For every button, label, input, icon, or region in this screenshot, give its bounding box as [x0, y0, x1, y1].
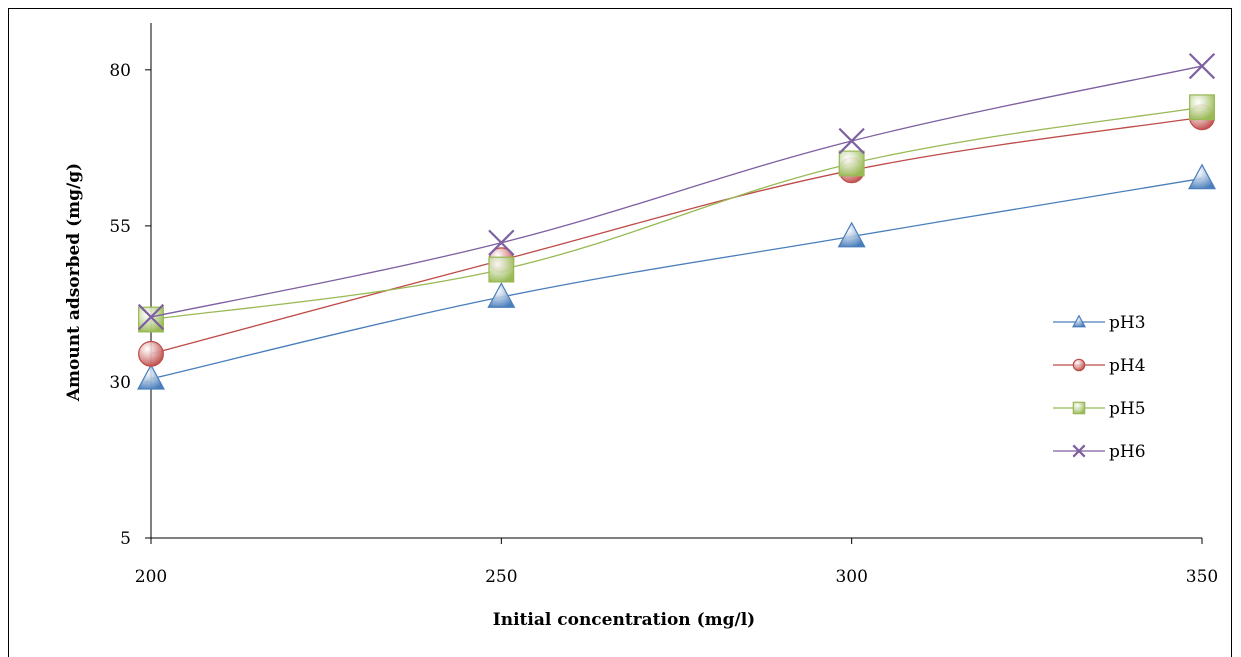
series-pH6 — [137, 52, 1216, 331]
x-tick-label: 200 — [135, 567, 167, 587]
data-point-pH6 — [838, 127, 865, 155]
legend-item-pH6: pH6 — [1053, 442, 1146, 462]
series-layer — [136, 52, 1217, 390]
chart-frame — [8, 8, 1232, 657]
series-line-pH5 — [150, 106, 1203, 321]
series-pH5 — [138, 94, 1215, 333]
legend-label-pH6: pH6 — [1109, 442, 1146, 462]
data-point-pH5 — [488, 256, 515, 283]
data-point-pH5 — [1189, 94, 1215, 121]
data-point-pH5 — [838, 150, 865, 177]
x-tick-label: 350 — [1186, 567, 1218, 587]
data-point-pH6 — [137, 303, 165, 331]
data-point-pH3 — [136, 363, 166, 390]
data-point-pH6 — [1188, 52, 1216, 80]
y-axis-title: Amount adsorbed (mg/g) — [64, 163, 84, 402]
data-point-pH4 — [138, 340, 164, 367]
y-tick-label: 5 — [120, 529, 131, 549]
legend-item-pH4: pH4 — [1053, 356, 1146, 376]
legend-marker-pH5 — [1072, 401, 1086, 415]
x-tick-label: 300 — [835, 567, 867, 587]
x-axis-title: Initial concentration (mg/l) — [493, 610, 755, 630]
series-line-pH3 — [150, 177, 1203, 380]
data-point-pH6 — [488, 229, 515, 256]
series-line-pH4 — [150, 116, 1203, 355]
data-point-pH3 — [487, 282, 516, 308]
legend-label-pH5: pH5 — [1109, 399, 1146, 419]
legend: pH3 pH4 pH5 pH6 — [1053, 313, 1146, 462]
series-pH3 — [136, 163, 1217, 390]
data-point-pH3 — [837, 221, 866, 248]
legend-label-pH4: pH4 — [1109, 356, 1146, 376]
y-tick-label: 30 — [109, 373, 131, 393]
axes: 5 30 55 80 200 250 300 350 — [109, 23, 1218, 587]
legend-marker-pH4 — [1072, 358, 1086, 372]
legend-marker-pH3 — [1071, 314, 1087, 328]
data-point-pH5 — [138, 306, 164, 333]
data-point-pH3 — [1187, 163, 1217, 190]
legend-item-pH3: pH3 — [1053, 313, 1146, 333]
series-pH4 — [138, 104, 1215, 367]
x-tick-label: 250 — [485, 567, 517, 587]
y-tick-label: 55 — [109, 217, 131, 237]
series-line-pH6 — [150, 65, 1203, 318]
legend-label-pH3: pH3 — [1109, 313, 1146, 333]
y-tick-label: 80 — [109, 61, 131, 81]
legend-item-pH5: pH5 — [1053, 399, 1146, 419]
legend-marker-pH6 — [1072, 444, 1086, 458]
